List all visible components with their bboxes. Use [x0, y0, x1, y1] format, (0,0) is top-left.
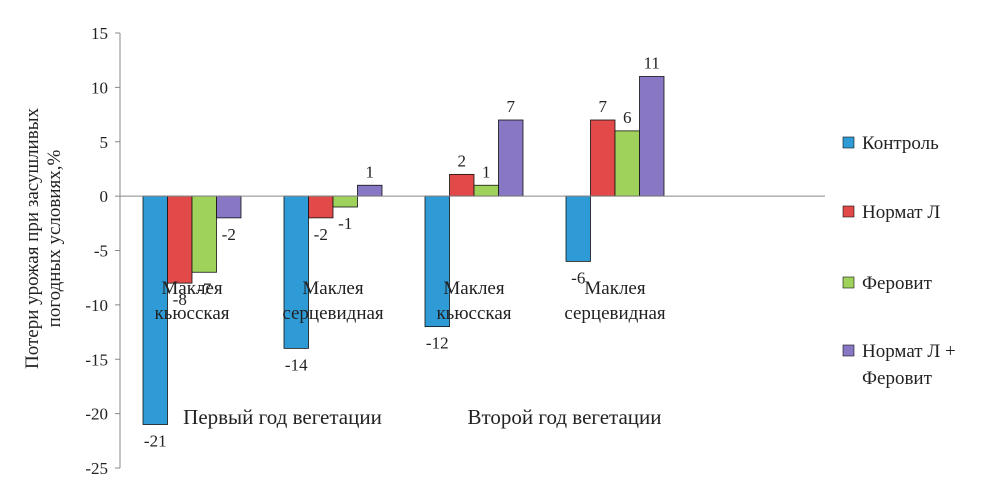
legend-swatch: [842, 136, 855, 149]
bar: [565, 195, 591, 262]
legend-label-line: Феровит: [862, 368, 933, 389]
legend-label: Нормат Л + Феровит: [862, 341, 956, 389]
category-label: Маклея серцевидная: [564, 278, 666, 324]
bar: [308, 195, 334, 219]
y-axis-title-line: погодных условиях,%: [44, 150, 65, 328]
category-label-line: Маклея: [302, 278, 363, 299]
data-label: -12: [426, 334, 449, 353]
data-label: -14: [285, 355, 308, 374]
bar: [473, 184, 499, 197]
data-label: -6: [571, 268, 585, 287]
data-label: -7: [197, 279, 212, 298]
y-axis: 15 10 5 0 -5 -10 -15 -20 -25: [85, 24, 121, 478]
category-label-line: Маклея: [584, 278, 645, 299]
category-label-line: серцевидная: [282, 303, 384, 324]
legend-swatch: [842, 205, 855, 218]
data-label: 1: [366, 162, 375, 181]
y-tick-label: -20: [85, 405, 108, 424]
bar: [590, 119, 616, 197]
bar: [639, 76, 665, 197]
bar: [283, 195, 309, 349]
legend-label-line: Нормат Л: [862, 202, 940, 223]
legend: Контроль Нормат Л Феровит Нормат Л + Феровит: [842, 133, 956, 389]
data-label: 2: [458, 151, 467, 170]
data-label: 6: [623, 108, 632, 127]
bar: [498, 119, 524, 197]
data-label: 7: [507, 97, 516, 116]
bar: [332, 195, 358, 208]
legend-label: Нормат Л: [862, 202, 940, 223]
bars: [142, 76, 665, 425]
data-label: -1: [338, 214, 352, 233]
category-label-line: серцевидная: [564, 303, 666, 324]
y-tick-label: 15: [91, 24, 108, 43]
legend-label: Феровит: [862, 273, 933, 294]
legend-label-line: Феровит: [862, 273, 933, 294]
category-label: Маклея кьюсская: [154, 278, 229, 324]
legend-swatch: [842, 276, 855, 289]
bar: [167, 195, 193, 284]
data-label: 7: [599, 97, 608, 116]
data-label: 11: [644, 54, 660, 73]
y-tick-label: 0: [100, 187, 109, 206]
y-axis-title-line: Потери урожая при засушливых: [22, 108, 43, 369]
legend-label: Контроль: [862, 133, 939, 154]
category-label-line: Маклея: [161, 278, 222, 299]
group-labels: Первый год вегетации Второй год вегетации: [183, 405, 661, 429]
y-tick-label: 10: [91, 78, 108, 97]
category-label-line: кьюсская: [154, 303, 229, 324]
bar: [614, 130, 640, 197]
data-label: -21: [144, 432, 167, 451]
category-label-line: Маклея: [443, 278, 504, 299]
y-tick-label: -10: [85, 296, 108, 315]
legend-label-line: Нормат Л +: [862, 341, 956, 362]
category-labels: Маклея кьюсская Маклея серцевидная Маклея кью…: [154, 278, 665, 324]
data-label: -8: [173, 290, 187, 309]
group-label: Второй год вегетации: [467, 405, 661, 429]
bar: [216, 195, 242, 219]
data-label: -2: [222, 225, 236, 244]
legend-label-line: Контроль: [862, 133, 939, 154]
y-tick-label: -25: [85, 459, 108, 478]
y-tick-label: 5: [100, 133, 109, 152]
bar: [449, 173, 475, 197]
legend-swatch: [842, 344, 855, 357]
bar: [424, 195, 450, 328]
data-label: 1: [482, 162, 491, 181]
bar: [191, 195, 217, 273]
y-axis-title: Потери урожая при засушливыхпогодных усл…: [22, 108, 65, 369]
bar: [357, 184, 383, 197]
y-axis-title-text: Потери урожая при засушливыхпогодных усл…: [22, 108, 65, 369]
category-label: Маклея серцевидная: [282, 278, 384, 324]
category-label: Маклея кьюсская: [436, 278, 511, 324]
data-label: -2: [314, 225, 328, 244]
group-label: Первый год вегетации: [183, 405, 382, 429]
y-tick-label: -5: [94, 242, 108, 261]
y-tick-label: -15: [85, 350, 108, 369]
category-label-line: кьюсская: [436, 303, 511, 324]
